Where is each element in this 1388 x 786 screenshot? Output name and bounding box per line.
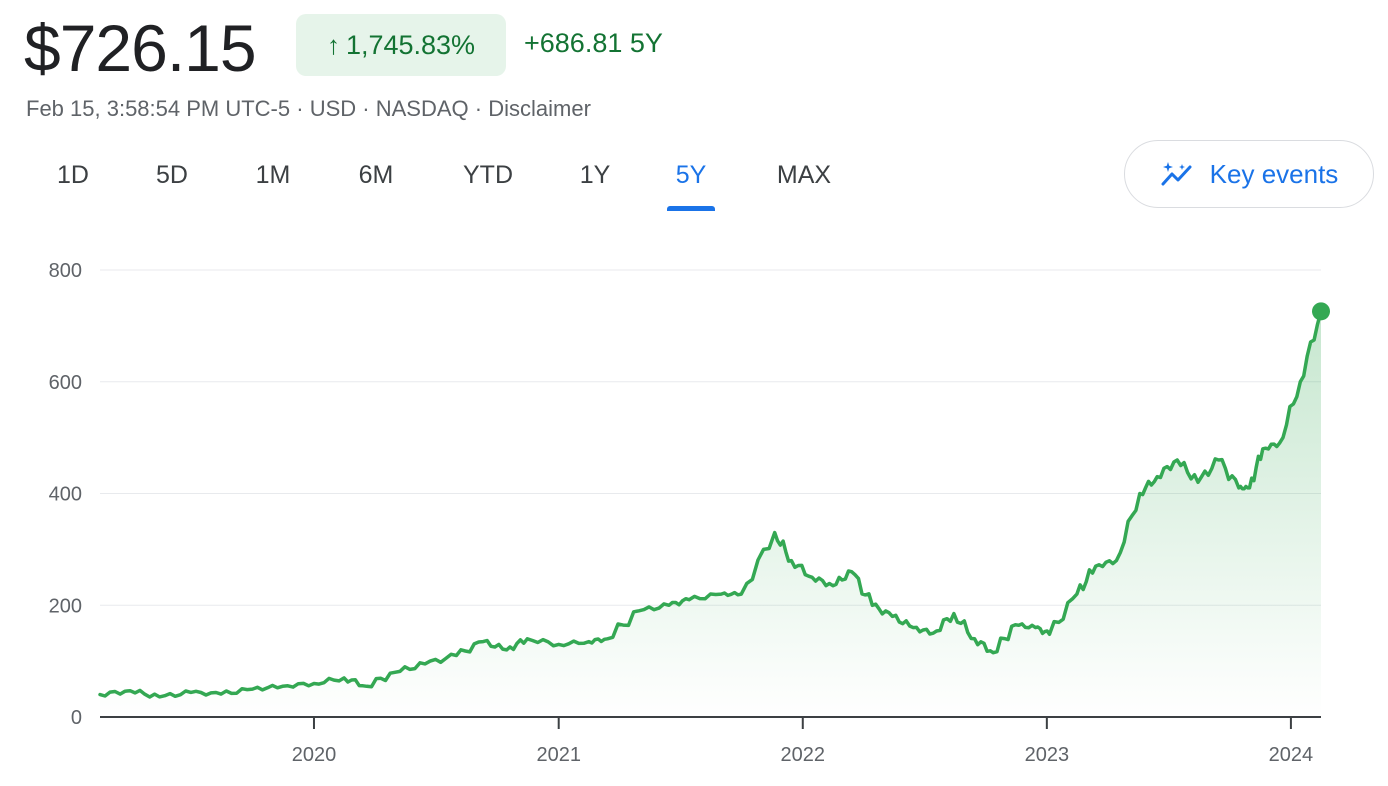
last-price-point[interactable] [1312,302,1330,321]
key-events-label: Key events [1209,158,1339,189]
tab-5d[interactable]: 5D [156,161,188,189]
y-tick-label: 600 [49,372,82,394]
meta-separator: · [362,96,370,121]
x-tick-label: 2022 [781,744,826,766]
x-tick-label: 2024 [1269,744,1314,766]
current-price: $726.15 [24,11,257,85]
tab-1y[interactable]: 1Y [579,161,611,189]
percent-change-badge: ↑ 1,745.83% [296,14,506,76]
disclaimer-link[interactable]: Disclaimer [488,96,591,121]
change-period: 5Y [629,28,663,58]
y-tick-label: 400 [49,484,82,506]
meta-separator: · [296,96,304,121]
tab-1m[interactable]: 1M [255,161,291,189]
price-area-fill [100,311,1321,717]
y-tick-label: 800 [49,260,82,282]
arrow-up-icon: ↑ [326,29,340,60]
y-tick-label: 200 [49,595,82,617]
price-line [98,309,1323,699]
range-tabs: 1D 5D 1M 6M YTD 1Y 5Y MAX [0,155,900,211]
y-tick-label: 0 [71,707,82,729]
absolute-change-value: +686.81 [524,28,623,58]
x-tick-label: 2020 [292,744,337,766]
meta-separator: · [474,96,483,121]
absolute-change: +686.81 5Y [524,28,663,59]
trend-sparkle-icon [1161,162,1192,186]
tab-max[interactable]: MAX [776,161,832,189]
y-axis-labels: 0 200 400 600 800 [49,260,82,729]
tab-ytd[interactable]: YTD [463,161,513,189]
key-events-button[interactable]: Key events [1124,140,1374,208]
quote-exchange: NASDAQ [375,96,469,121]
quote-meta: Feb 15, 3:58:54 PM UTC-5 · USD · NASDAQ … [26,96,591,122]
x-axis: 2020 2021 2022 2023 2024 [100,716,1321,766]
tab-6m[interactable]: 6M [358,161,394,189]
quote-timestamp: Feb 15, 3:58:54 PM UTC-5 [26,96,291,121]
price-chart[interactable]: 0 200 400 600 800 2020 2021 2022 2023 2024 [0,230,1388,786]
quote-currency: USD [309,96,357,121]
tab-1d[interactable]: 1D [57,161,89,189]
x-tick-label: 2021 [536,744,581,766]
percent-change-value: 1,745.83% [345,29,476,60]
x-tick-label: 2023 [1025,744,1070,766]
tab-5y[interactable]: 5Y [667,155,715,211]
